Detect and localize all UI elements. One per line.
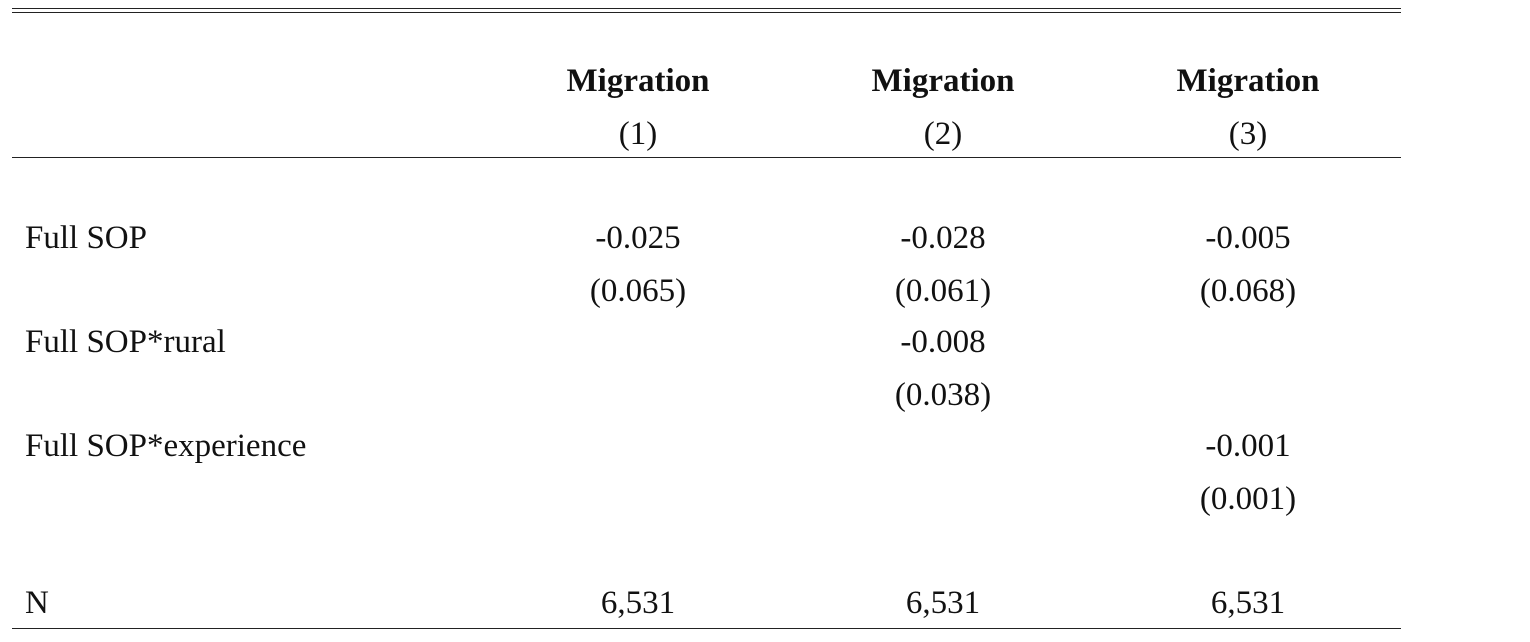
n-cell: 6,531 [1210, 585, 1286, 621]
coef-cell: -0.008 [900, 324, 986, 360]
column-number-2: (2) [923, 116, 963, 152]
row-label-full-sop-experience: Full SOP*experience [25, 428, 307, 464]
row-label-n: N [25, 585, 49, 621]
se-cell: (0.061) [894, 273, 992, 309]
se-cell: (0.038) [894, 377, 992, 413]
column-header-3: Migration [1176, 63, 1320, 99]
coef-cell: -0.005 [1205, 220, 1291, 256]
coef-cell: -0.001 [1205, 428, 1291, 464]
row-label-full-sop-rural: Full SOP*rural [25, 324, 226, 360]
top-rule [12, 8, 1401, 13]
se-cell: (0.001) [1199, 481, 1297, 517]
se-cell: (0.065) [589, 273, 687, 309]
n-cell: 6,531 [600, 585, 676, 621]
column-number-3: (3) [1228, 116, 1268, 152]
bottom-rule [12, 628, 1401, 629]
row-label-full-sop: Full SOP [25, 220, 147, 256]
coef-cell: -0.025 [595, 220, 681, 256]
column-header-2: Migration [871, 63, 1015, 99]
se-cell: (0.068) [1199, 273, 1297, 309]
header-rule [12, 157, 1401, 158]
coef-cell: -0.028 [900, 220, 986, 256]
n-cell: 6,531 [905, 585, 981, 621]
column-header-1: Migration [566, 63, 710, 99]
column-number-1: (1) [618, 116, 658, 152]
